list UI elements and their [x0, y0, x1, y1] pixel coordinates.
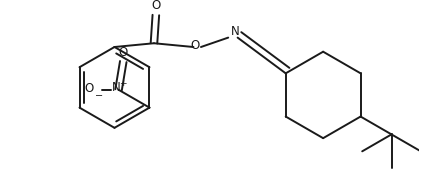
Text: O: O — [191, 39, 200, 52]
Text: −: − — [95, 91, 103, 101]
Text: O: O — [151, 0, 160, 12]
Text: O: O — [85, 82, 94, 95]
Text: N: N — [112, 81, 121, 94]
Text: N: N — [232, 25, 240, 39]
Text: O: O — [119, 46, 128, 59]
Text: +: + — [120, 79, 127, 88]
